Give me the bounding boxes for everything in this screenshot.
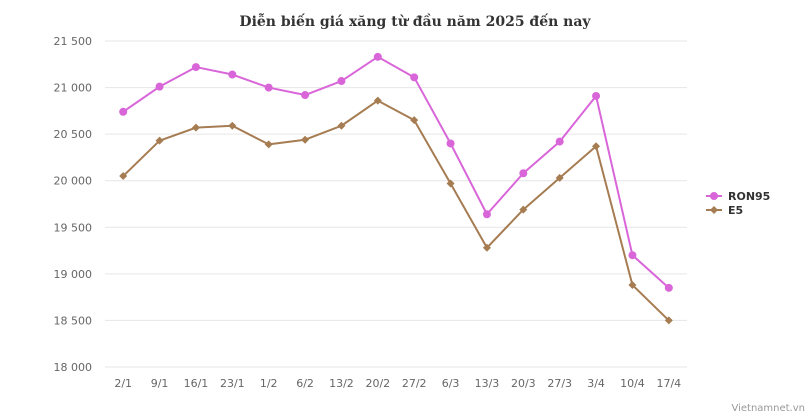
y-tick-label: 20 500	[54, 128, 93, 141]
y-tick-label: 21 000	[54, 82, 93, 95]
legend-marker	[710, 206, 718, 214]
x-tick-label: 6/3	[442, 377, 460, 390]
legend-item-e5[interactable]: E5	[706, 204, 743, 217]
y-tick-label: 18 500	[54, 314, 93, 327]
data-point-e5[interactable]	[519, 205, 528, 214]
x-tick-label: 16/1	[184, 377, 209, 390]
data-point-ron95[interactable]	[264, 83, 273, 92]
grid-lines	[105, 40, 687, 368]
data-point-e5[interactable]	[628, 281, 637, 290]
y-axis-ticks: 18 000 18 500 19 000 19 500 20 000 20 500 21 0…	[54, 35, 93, 374]
chart-title: Diễn biến giá xăng từ đầu năm 2025 đến n…	[239, 12, 591, 30]
data-point-ron95[interactable]	[482, 210, 491, 219]
data-point-ron95[interactable]	[191, 63, 200, 72]
x-tick-label: 13/3	[475, 377, 500, 390]
x-tick-label: 3/4	[587, 377, 605, 390]
x-tick-label: 9/1	[151, 377, 169, 390]
data-point-ron95[interactable]	[337, 77, 346, 86]
data-point-ron95[interactable]	[301, 91, 310, 100]
legend-marker	[710, 192, 718, 200]
data-point-e5[interactable]	[301, 135, 310, 144]
data-point-ron95[interactable]	[519, 169, 528, 178]
series-line-ron95	[122, 55, 670, 289]
y-tick-label: 20 000	[54, 175, 93, 188]
x-tick-label: 2/1	[114, 377, 132, 390]
data-point-e5[interactable]	[155, 136, 164, 145]
data-point-ron95[interactable]	[592, 91, 601, 100]
x-tick-label: 13/2	[329, 377, 354, 390]
data-point-e5[interactable]	[337, 121, 346, 130]
x-tick-label: 10/4	[620, 377, 645, 390]
y-tick-label: 18 000	[54, 361, 93, 374]
data-point-ron95[interactable]	[228, 70, 237, 79]
x-axis-ticks: 2/1 9/1 16/1 23/1 1/2 6/2 13/2 20/2 27/2 6/3 13/3 2…	[114, 377, 681, 390]
data-point-e5[interactable]	[482, 243, 491, 252]
x-tick-label: 1/2	[260, 377, 278, 390]
x-tick-label: 23/1	[220, 377, 245, 390]
source-credit: Vietnamnet.vn	[731, 403, 805, 414]
y-tick-label: 19 500	[54, 221, 93, 234]
data-point-ron95[interactable]	[446, 139, 455, 148]
data-point-ron95[interactable]	[155, 82, 164, 91]
data-point-e5[interactable]	[119, 172, 128, 181]
legend-label: RON95	[728, 190, 770, 203]
y-tick-label: 21 500	[54, 35, 93, 48]
data-point-e5[interactable]	[191, 123, 200, 132]
data-point-e5[interactable]	[373, 96, 382, 105]
data-point-ron95[interactable]	[664, 283, 673, 292]
data-point-e5[interactable]	[664, 316, 673, 325]
data-point-e5[interactable]	[228, 121, 237, 130]
data-point-ron95[interactable]	[373, 52, 382, 61]
series-layer	[119, 52, 673, 325]
data-point-ron95[interactable]	[410, 73, 419, 82]
data-point-e5[interactable]	[446, 179, 455, 188]
x-tick-label: 27/3	[547, 377, 572, 390]
x-tick-label: 20/3	[511, 377, 536, 390]
series-line-e5	[122, 99, 670, 322]
x-tick-label: 27/2	[402, 377, 427, 390]
data-point-ron95[interactable]	[119, 107, 128, 116]
x-tick-label: 17/4	[656, 377, 681, 390]
y-tick-label: 19 000	[54, 268, 93, 281]
data-point-e5[interactable]	[264, 140, 273, 149]
data-point-ron95[interactable]	[555, 137, 564, 146]
legend-item-ron95[interactable]: RON95	[706, 190, 770, 203]
data-point-ron95[interactable]	[628, 251, 637, 260]
x-tick-label: 20/2	[365, 377, 390, 390]
data-point-e5[interactable]	[410, 116, 419, 125]
data-point-e5[interactable]	[592, 142, 601, 151]
x-tick-label: 6/2	[296, 377, 314, 390]
data-point-e5[interactable]	[555, 173, 564, 182]
legend-label: E5	[728, 204, 743, 217]
